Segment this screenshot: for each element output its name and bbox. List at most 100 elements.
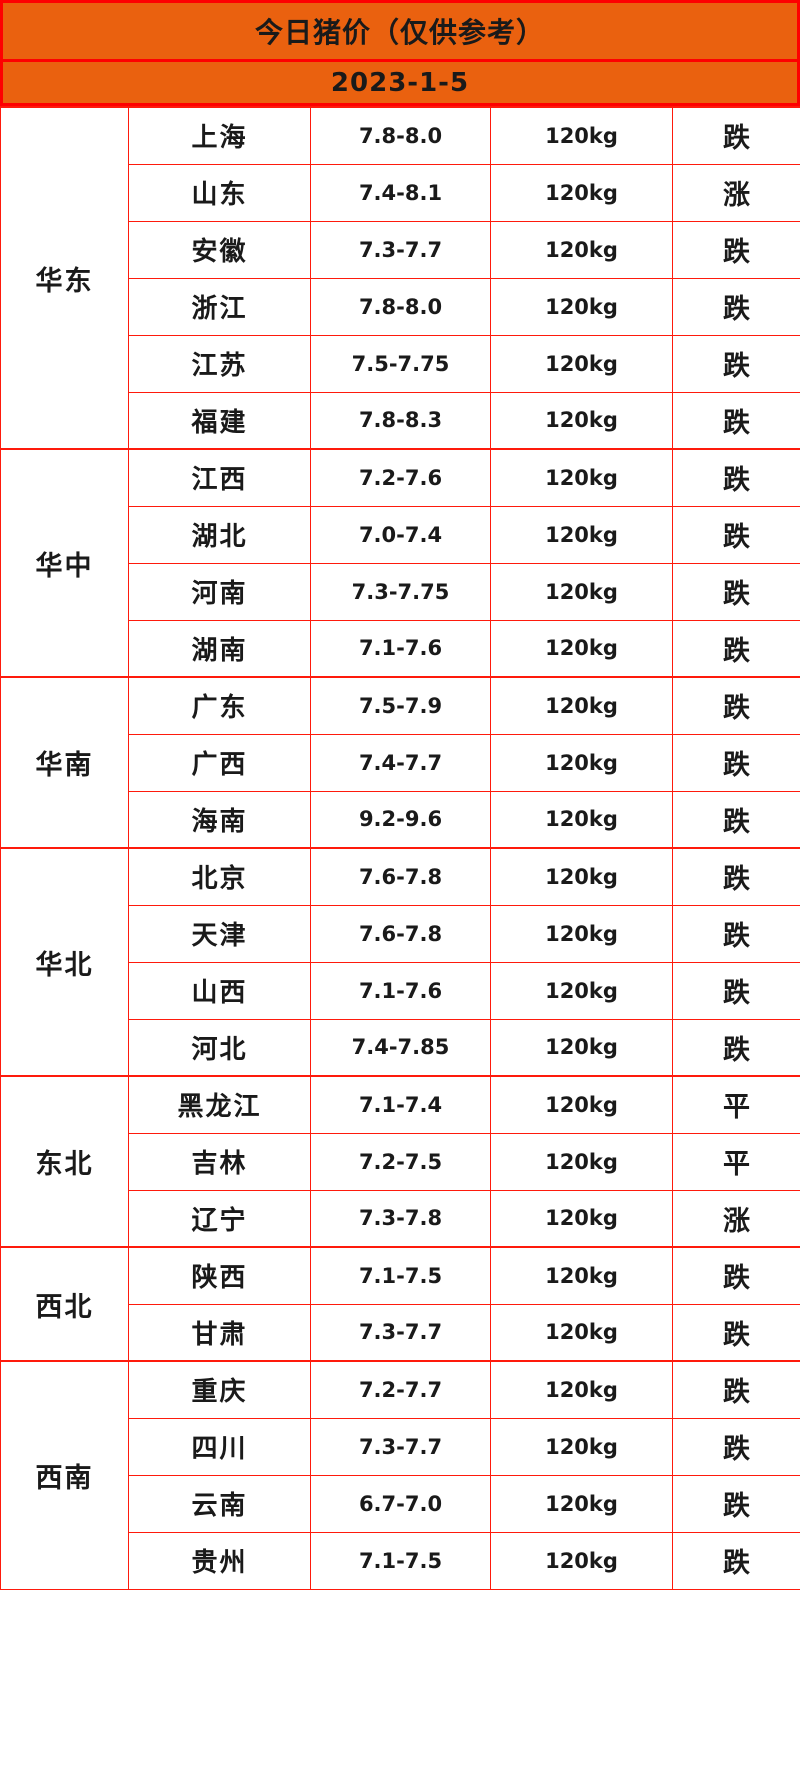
province-cell: 江西 [128,448,311,507]
price-cell: 7.3-7.7 [310,1417,491,1476]
province-cell: 贵州 [128,1531,311,1590]
price-cell: 7.5-7.75 [310,334,491,393]
weight-cell: 120kg [490,904,673,963]
table-row: 西南 重庆 7.2-7.7 120kg 跌 [0,1360,800,1590]
trend-cell: 跌 [672,448,800,507]
table-row: 甘肃 7.3-7.7 120kg 跌 [1,1303,800,1362]
table-row: 江苏 7.5-7.75 120kg 跌 [1,334,800,393]
province-cell: 广东 [128,676,311,735]
price-cell: 7.1-7.5 [310,1531,491,1590]
trend-cell: 平 [672,1075,800,1134]
price-cell: 7.3-7.7 [310,220,491,279]
province-cell: 湖北 [128,505,311,564]
province-cell: 吉林 [128,1132,311,1191]
table-row: 山西 7.1-7.6 120kg 跌 [1,961,800,1020]
table-row: 天津 7.6-7.8 120kg 跌 [1,904,800,963]
region-cell: 西南 [0,1360,129,1590]
table-row: 西北 陕西 7.1-7.5 120kg 跌 [0,1246,800,1362]
province-cell: 四川 [128,1417,311,1476]
province-cell: 江苏 [128,334,311,393]
price-cell: 7.4-7.85 [310,1018,491,1077]
province-cell: 湖南 [128,619,311,678]
weight-cell: 120kg [490,676,673,735]
weight-cell: 120kg [490,1417,673,1476]
table-row: 河南 7.3-7.75 120kg 跌 [1,562,800,621]
province-cell: 浙江 [128,277,311,336]
price-cell: 7.3-7.7 [310,1303,491,1362]
region-cell: 西北 [0,1246,129,1362]
price-cell: 7.0-7.4 [310,505,491,564]
weight-cell: 120kg [490,448,673,507]
price-cell: 7.3-7.8 [310,1189,491,1248]
price-cell: 7.1-7.6 [310,961,491,1020]
price-cell: 6.7-7.0 [310,1474,491,1533]
price-cell: 7.4-7.7 [310,733,491,792]
price-cell: 7.5-7.9 [310,676,491,735]
price-cell: 7.8-8.0 [310,106,491,165]
region-cell: 东北 [0,1075,129,1248]
table-row: 贵州 7.1-7.5 120kg 跌 [1,1531,800,1590]
region-cell: 华北 [0,847,129,1077]
weight-cell: 120kg [490,961,673,1020]
table-row: 四川 7.3-7.7 120kg 跌 [1,1417,800,1476]
trend-cell: 涨 [672,163,800,222]
table-row: 辽宁 7.3-7.8 120kg 涨 [1,1189,800,1248]
price-cell: 7.1-7.6 [310,619,491,678]
province-cell: 河南 [128,562,311,621]
price-cell: 7.6-7.8 [310,847,491,906]
table-row: 福建 7.8-8.3 120kg 跌 [1,391,800,450]
province-cell: 上海 [128,106,311,165]
province-cell: 重庆 [128,1360,311,1419]
province-cell: 广西 [128,733,311,792]
price-cell: 7.8-8.3 [310,391,491,450]
weight-cell: 120kg [490,619,673,678]
province-cell: 山西 [128,961,311,1020]
weight-cell: 120kg [490,277,673,336]
weight-cell: 120kg [490,1360,673,1419]
province-cell: 北京 [128,847,311,906]
trend-cell: 跌 [672,505,800,564]
table-row: 浙江 7.8-8.0 120kg 跌 [1,277,800,336]
trend-cell: 跌 [672,619,800,678]
province-cell: 安徽 [128,220,311,279]
trend-cell: 跌 [672,676,800,735]
weight-cell: 120kg [490,220,673,279]
region-cell: 华东 [0,106,129,450]
weight-cell: 120kg [490,106,673,165]
trend-cell: 跌 [672,1018,800,1077]
price-cell: 9.2-9.6 [310,790,491,849]
price-cell: 7.2-7.7 [310,1360,491,1419]
weight-cell: 120kg [490,505,673,564]
table-row: 广西 7.4-7.7 120kg 跌 [1,733,800,792]
trend-cell: 跌 [672,961,800,1020]
province-cell: 甘肃 [128,1303,311,1362]
trend-cell: 跌 [672,1531,800,1590]
province-cell: 海南 [128,790,311,849]
price-cell: 7.1-7.4 [310,1075,491,1134]
page-title: 今日猪价（仅供参考） [0,0,800,62]
weight-cell: 120kg [490,334,673,393]
table-row: 湖北 7.0-7.4 120kg 跌 [1,505,800,564]
price-cell: 7.4-8.1 [310,163,491,222]
trend-cell: 跌 [672,277,800,336]
price-cell: 7.3-7.75 [310,562,491,621]
weight-cell: 120kg [490,1246,673,1305]
price-cell: 7.2-7.5 [310,1132,491,1191]
trend-cell: 平 [672,1132,800,1191]
province-cell: 山东 [128,163,311,222]
weight-cell: 120kg [490,1189,673,1248]
weight-cell: 120kg [490,1474,673,1533]
trend-cell: 跌 [672,733,800,792]
report-date: 2023-1-5 [0,62,800,106]
region-cell: 华南 [0,676,129,849]
table-row: 海南 9.2-9.6 120kg 跌 [1,790,800,849]
price-cell: 7.1-7.5 [310,1246,491,1305]
region-cell: 华中 [0,448,129,678]
trend-cell: 跌 [672,904,800,963]
weight-cell: 120kg [490,1075,673,1134]
weight-cell: 120kg [490,163,673,222]
province-cell: 河北 [128,1018,311,1077]
weight-cell: 120kg [490,733,673,792]
weight-cell: 120kg [490,562,673,621]
